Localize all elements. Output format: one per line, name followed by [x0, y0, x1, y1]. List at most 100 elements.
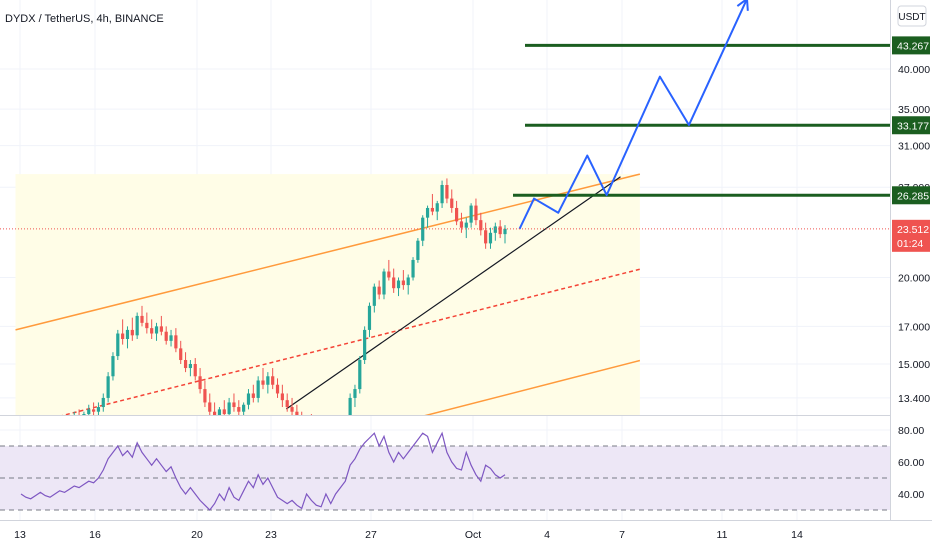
candle-body — [73, 416, 76, 421]
time-tick-label: 23 — [265, 529, 277, 541]
price-tick-label: 15.000 — [898, 359, 930, 371]
level-tag-bg — [892, 36, 930, 55]
projection-path[interactable] — [518, 0, 749, 230]
candle-body — [310, 421, 313, 428]
candle-body — [280, 393, 284, 401]
candle-body — [290, 407, 294, 412]
candle-body — [121, 333, 125, 340]
chart-title: DYDX / TetherUS, 4h, BINANCE — [5, 13, 164, 25]
candle-body — [363, 329, 367, 361]
candle-body — [358, 360, 362, 390]
candle-body — [319, 434, 322, 442]
candle-body — [213, 411, 217, 415]
candlestick-series — [29, 178, 507, 444]
candle-body — [329, 436, 332, 444]
candle-body — [179, 348, 183, 361]
candle-body — [125, 329, 130, 340]
candle-body — [251, 393, 255, 398]
candle-body — [68, 421, 71, 426]
candle-body — [430, 207, 434, 212]
time-tick-label: 27 — [365, 529, 377, 541]
last-price-tag-bg — [892, 219, 930, 252]
candle-body — [367, 305, 372, 330]
candle-body — [450, 198, 454, 208]
time-tick-label: 4 — [544, 529, 550, 541]
candle-body — [140, 315, 144, 323]
time-tick-label: 20 — [191, 529, 203, 541]
horizontal-levels[interactable] — [513, 43, 890, 197]
candle-body — [256, 380, 260, 398]
time-tick-label: 7 — [619, 529, 625, 541]
trendline[interactable] — [285, 176, 621, 410]
time-tick-label: Oct — [465, 529, 481, 541]
candle-body — [271, 376, 275, 385]
rsi-tick-label: 40.00 — [898, 489, 924, 501]
candle-body — [440, 184, 444, 204]
price-tick-label: 31.000 — [898, 141, 930, 153]
candle-body — [455, 207, 459, 222]
candle-body — [183, 360, 188, 369]
candle-body — [111, 356, 115, 377]
trendline-segment — [285, 176, 621, 410]
candle-body — [227, 402, 231, 415]
candle-body — [208, 402, 212, 412]
candle-body — [174, 335, 178, 349]
candle-body — [116, 333, 120, 357]
candle-body — [411, 259, 415, 278]
channel-fill — [15, 174, 640, 415]
candle-body — [459, 221, 464, 228]
candle-body — [159, 326, 163, 332]
time-tick-label: 13 — [14, 529, 26, 541]
candle-body — [44, 421, 47, 426]
rsi-axis[interactable]: 80.00 60.00 40.00 — [898, 425, 924, 501]
candle-body — [435, 203, 439, 212]
candle-body — [237, 407, 241, 412]
candle-body — [77, 416, 80, 418]
time-tick-label: 16 — [89, 529, 101, 541]
candle-body — [416, 240, 420, 260]
level-tag-bg — [892, 186, 930, 205]
candle-body — [464, 222, 468, 228]
level-tag-bg — [892, 116, 930, 135]
time-axis[interactable]: 13 16 20 23 27 Oct 4 7 11 14 — [14, 529, 803, 541]
rsi-tick-label: 80.00 — [898, 425, 924, 437]
level-tag-label: 43.267 — [897, 40, 929, 52]
candle-body — [382, 271, 386, 295]
price-tick-label: 40.000 — [898, 64, 930, 76]
candle-body — [479, 220, 483, 231]
candle-body — [372, 286, 376, 306]
candle-body — [334, 439, 337, 444]
candle-body — [232, 402, 236, 408]
candle-body — [29, 431, 32, 436]
candle-body — [135, 315, 139, 336]
candle-body — [130, 329, 134, 336]
candle-body — [339, 431, 342, 439]
candle-body — [348, 397, 352, 415]
candle-body — [275, 384, 280, 394]
price-tick-label: 13.400 — [898, 393, 930, 405]
candle-body — [246, 393, 251, 405]
countdown-label: 01:24 — [897, 238, 923, 250]
level-price-tags: 43.267 33.177 26.285 — [892, 36, 930, 205]
candle-body — [87, 409, 91, 415]
candle-body — [488, 232, 493, 244]
level-tag-label: 33.177 — [897, 120, 929, 132]
currency-button[interactable]: USDT — [897, 5, 927, 27]
candle-body — [261, 380, 265, 385]
candle-body — [222, 409, 226, 415]
candle-body — [474, 205, 478, 221]
candle-body — [164, 331, 168, 341]
candle-body — [150, 328, 154, 334]
last-price-tag: 23.512 01:24 — [892, 219, 930, 252]
price-tick-label: 35.000 — [898, 104, 930, 116]
candle-body — [421, 217, 425, 241]
candle-body — [188, 364, 192, 369]
candle-body — [469, 205, 473, 223]
candle-body — [498, 226, 502, 235]
candle-body — [503, 228, 507, 235]
candle-body — [169, 335, 173, 341]
candle-body — [285, 400, 289, 408]
candle-body — [63, 421, 66, 426]
candle-body — [106, 376, 110, 398]
